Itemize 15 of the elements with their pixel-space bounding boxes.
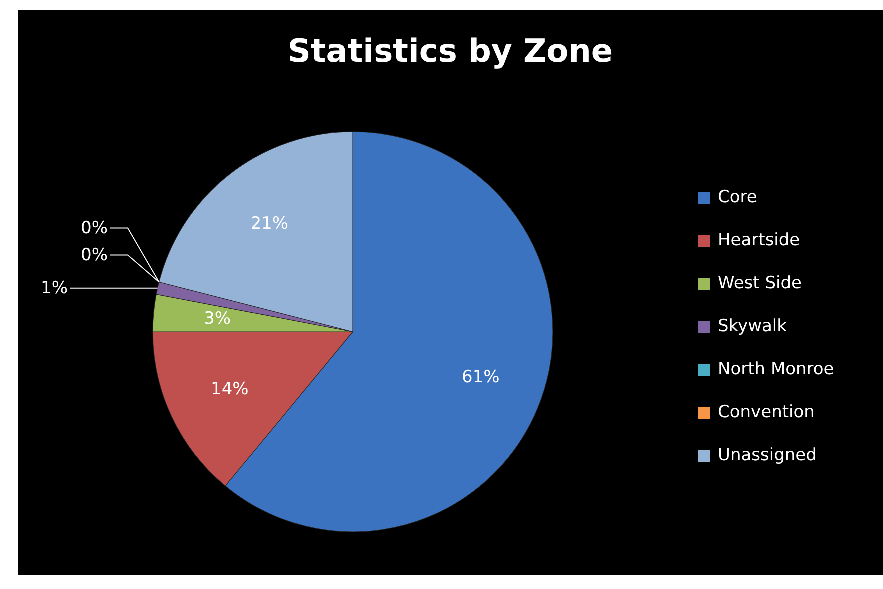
legend-label: West Side [718,274,802,294]
legend-label: Unassigned [718,446,817,466]
legend-label: Heartside [718,230,800,251]
data-label: 3% [204,308,232,329]
data-label: 21% [250,214,289,234]
data-label: 14% [211,380,249,400]
legend-label: Skywalk [718,316,788,337]
data-label: 61% [462,368,500,388]
legend-label: Convention [718,402,815,423]
text: 0% [81,218,108,238]
legend-label: Core [718,188,758,208]
text: 0% [81,245,108,266]
chart-title: Statistics by Zone [288,32,614,70]
legend-label: North Monroe [718,360,834,380]
data-label: 1% [41,278,68,298]
